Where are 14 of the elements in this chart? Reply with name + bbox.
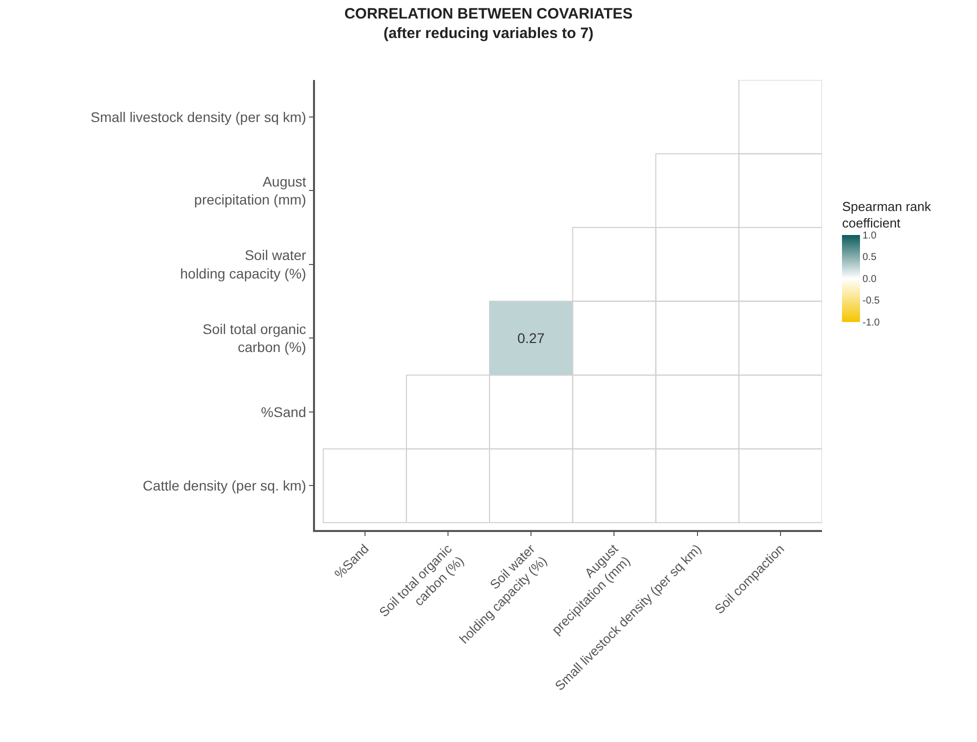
- color-bar-label: 0.5: [862, 252, 877, 264]
- y-tick-label: Soil water holding capacity (%): [180, 247, 307, 282]
- color-bar-title: Spearman rank coefficient: [842, 198, 932, 231]
- y-tick-label: Cattle density (per sq. km): [142, 478, 306, 494]
- color-bar-label: -0.5: [862, 296, 880, 307]
- y-tick-label: %Sand: [261, 404, 306, 420]
- chart-title: CORRELATION BETWEEN COVARIATES (after reducing variables to 7): [344, 6, 633, 42]
- color-bar-label: 1.0: [862, 230, 877, 242]
- y-tick-label: August precipitation (mm): [194, 173, 306, 208]
- data-label: 0.27: [517, 330, 545, 346]
- y-tick-label: Soil total organic carbon (%): [202, 321, 306, 356]
- color-bar-label: -1.0: [862, 318, 880, 328]
- y-tick-label: Small livestock density (per sq km): [90, 108, 306, 125]
- color-bar-label: 0.0: [862, 274, 877, 285]
